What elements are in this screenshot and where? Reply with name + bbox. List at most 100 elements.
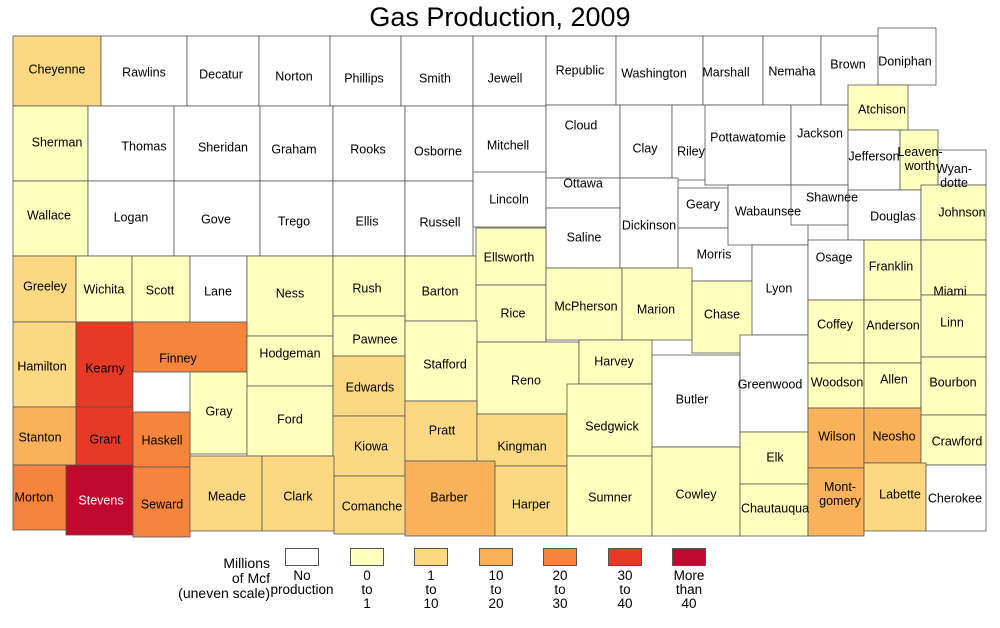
county-washington <box>615 35 704 106</box>
county-label-thomas: Thomas <box>121 139 166 153</box>
county-label-allen: Allen <box>880 372 908 386</box>
county-label-pawnee: Pawnee <box>352 332 397 346</box>
county-label-franklin: Franklin <box>869 259 914 273</box>
county-reno <box>476 341 580 415</box>
county-cloud <box>545 104 621 179</box>
county-sheridan <box>173 105 261 182</box>
county-lane <box>189 255 248 327</box>
county-clark <box>261 455 335 532</box>
county-label-anderson: Anderson <box>866 318 920 332</box>
county-haskell <box>132 411 191 468</box>
county-label-mcpherson: McPherson <box>554 299 617 313</box>
legend-item: 20 to 30 <box>523 548 597 611</box>
county-label-grant: Grant <box>89 432 121 446</box>
county-decatur <box>186 35 260 107</box>
legend-label: 30 to 40 <box>617 568 633 611</box>
county-franklin <box>863 239 922 301</box>
legend-caption: Millions of Mcf (uneven scale) <box>150 556 270 601</box>
county-jewell <box>472 35 547 107</box>
county-label-marion: Marion <box>637 302 675 316</box>
county-label-dickinson: Dickinson <box>622 218 676 232</box>
county-finney <box>132 321 248 373</box>
county-label-stanton: Stanton <box>18 430 61 444</box>
county-crawford <box>920 414 987 466</box>
county-label-lane: Lane <box>204 284 232 298</box>
legend-caption-line: Millions <box>223 555 270 571</box>
county-label-wilson: Wilson <box>818 429 856 443</box>
county-label-graham: Graham <box>271 142 316 156</box>
legend-item: 30 to 40 <box>588 548 662 611</box>
legend-label: More than 40 <box>673 568 705 611</box>
county-harvey <box>578 339 653 385</box>
county-rush <box>332 255 406 317</box>
county-label-mitchell: Mitchell <box>487 138 529 152</box>
county-label-marshall: Marshall <box>702 65 749 79</box>
county-mcpherson <box>545 267 623 341</box>
county-shawnee <box>790 184 849 226</box>
county-ford <box>246 385 334 457</box>
county-label-gray: Gray <box>205 404 233 418</box>
county-label-logan: Logan <box>114 210 149 224</box>
county-cowley <box>651 446 741 537</box>
county-label-johnson: Johnson <box>938 205 985 219</box>
county-label-chase: Chase <box>704 307 740 321</box>
county-label-elk: Elk <box>766 450 784 464</box>
county-label-osage: Osage <box>816 250 853 264</box>
legend-swatch <box>608 548 642 566</box>
county-label-saline: Saline <box>567 230 602 244</box>
legend-label: 10 to 20 <box>488 568 504 611</box>
county-label-osborne: Osborne <box>414 144 462 158</box>
county-label-harper: Harper <box>512 497 550 511</box>
county-label-greeley: Greeley <box>23 279 68 293</box>
legend-item: 1 to 10 <box>394 548 468 611</box>
county-bourbon <box>920 356 987 416</box>
county-clay <box>619 104 673 179</box>
county-ness <box>246 255 334 337</box>
county-pratt <box>404 400 478 462</box>
county-hodgeman <box>246 335 334 387</box>
county-republic <box>545 35 617 106</box>
county-sedgwick <box>566 383 653 457</box>
county-label-crawford: Crawford <box>932 434 983 448</box>
county-label-gove: Gove <box>201 212 231 226</box>
county-coffey <box>807 299 865 364</box>
county-label-cowley: Cowley <box>676 487 718 501</box>
county-ellis <box>332 180 406 257</box>
county-label-comanche: Comanche <box>342 499 402 513</box>
legend-swatch <box>672 548 706 566</box>
county-cheyenne <box>12 35 102 107</box>
county-label-leaven-worth: Leaven-worth <box>897 145 942 173</box>
county-label-wabaunsee: Wabaunsee <box>735 204 801 218</box>
county-label-ottawa: Ottawa <box>563 176 603 190</box>
county-label-riley: Riley <box>677 144 706 158</box>
county-sherman <box>12 105 89 182</box>
county-label-cheyenne: Cheyenne <box>29 62 86 76</box>
county-greeley <box>12 255 77 323</box>
county-mitchell <box>472 105 547 182</box>
county-label-haskell: Haskell <box>142 433 183 447</box>
county-label-mont-gomery: Mont-gomery <box>819 480 861 508</box>
county-label-shawnee: Shawnee <box>806 190 858 204</box>
county-seward <box>132 466 191 538</box>
county-label-lyon: Lyon <box>766 281 793 295</box>
county-label-finney: Finney <box>159 351 197 365</box>
county-label-woodson: Woodson <box>811 375 864 389</box>
county-neosho <box>863 407 922 464</box>
county-label-cherokee: Cherokee <box>928 491 982 505</box>
county-rawlins <box>100 35 188 107</box>
county-label-ness: Ness <box>276 286 304 300</box>
county-johnson <box>920 184 987 241</box>
county-label-brown: Brown <box>830 57 865 71</box>
county-hamilton <box>12 321 77 408</box>
county-atchison <box>847 84 909 131</box>
county-harper <box>494 465 568 537</box>
county-label-decatur: Decatur <box>199 67 243 81</box>
legend-caption-line: of Mcf <box>231 570 270 586</box>
county-label-sumner: Sumner <box>588 490 632 504</box>
county-label-rice: Rice <box>500 306 525 320</box>
county-label-russell: Russell <box>420 215 461 229</box>
county-label-neosho: Neosho <box>872 429 915 443</box>
county-label-ford: Ford <box>277 412 303 426</box>
county-label-barton: Barton <box>422 284 459 298</box>
map-title: Gas Production, 2009 <box>369 2 631 32</box>
